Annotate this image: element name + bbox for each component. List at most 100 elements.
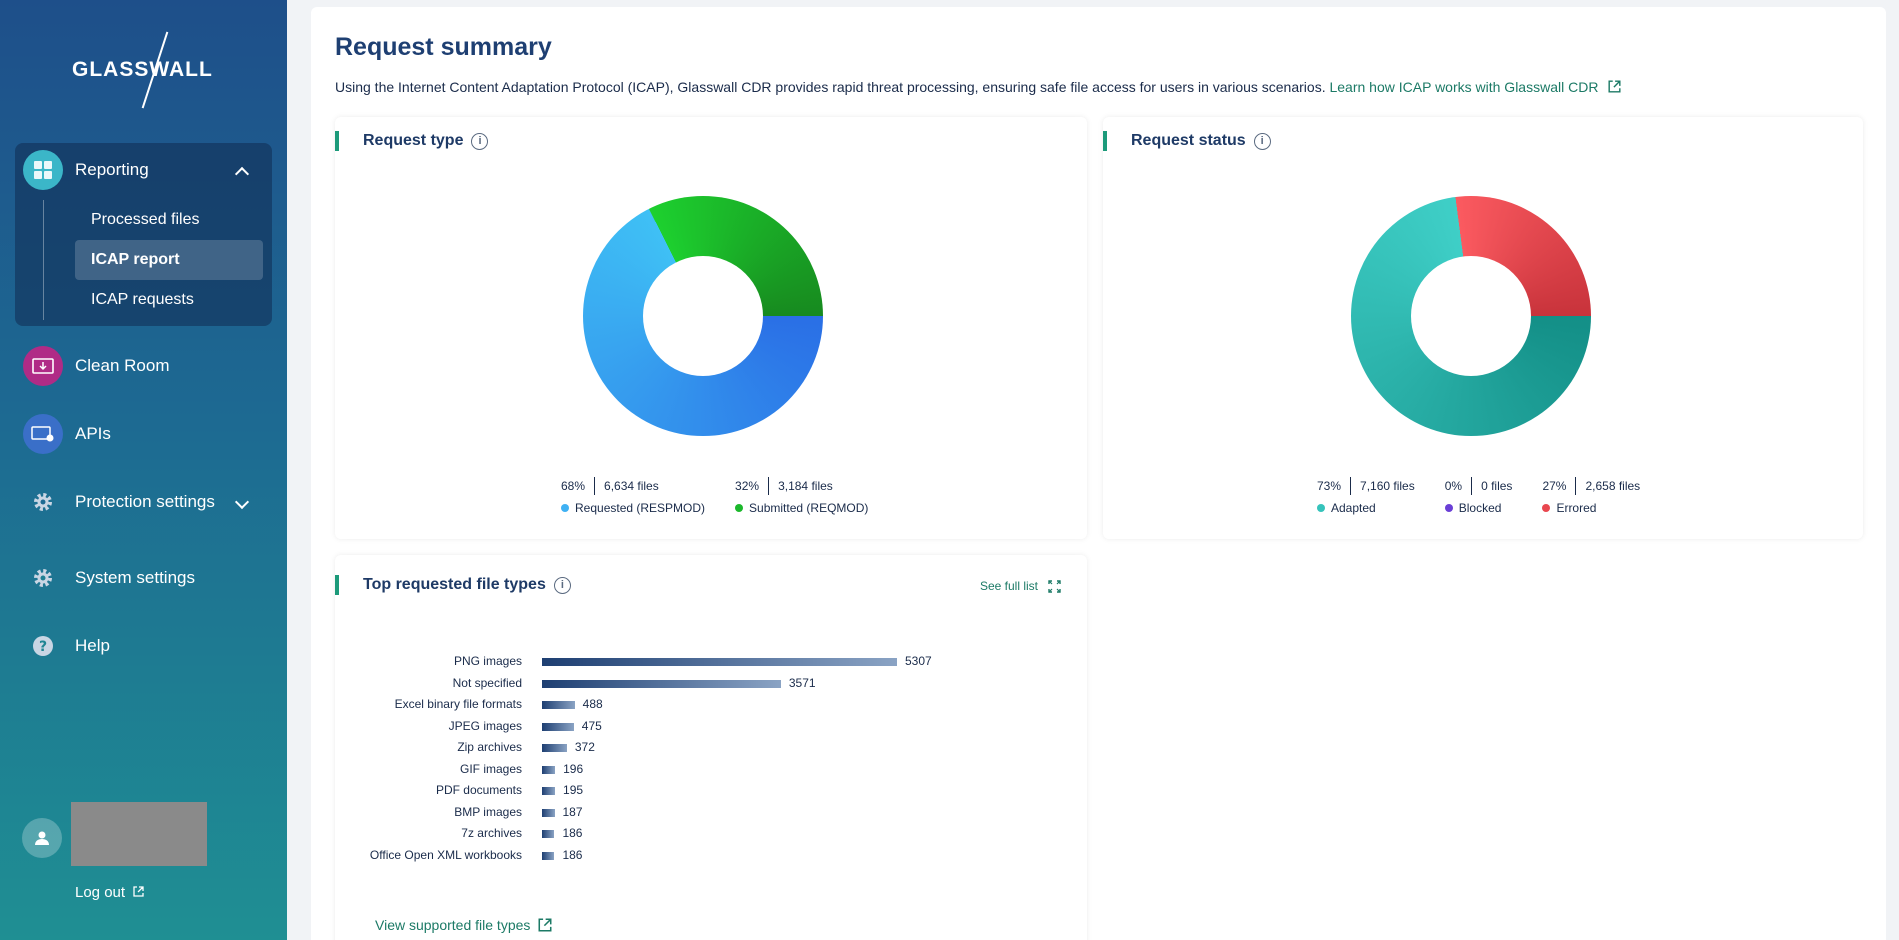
bar-value: 187	[562, 804, 583, 819]
bar-value: 3571	[788, 675, 816, 690]
bar-row: 7z archives 186	[335, 825, 985, 843]
legend-divider	[768, 477, 770, 495]
bar	[542, 765, 556, 774]
legend-percent: 68%	[561, 479, 586, 493]
bar	[542, 851, 555, 860]
nav-reporting-label: Reporting	[75, 160, 149, 179]
legend-dot	[561, 504, 569, 512]
intro-text: Using the Internet Content Adaptation Pr…	[335, 79, 1621, 95]
legend-dot	[1317, 504, 1325, 512]
bar-label: Zip archives	[457, 740, 522, 754]
info-icon[interactable]: i	[1253, 132, 1271, 150]
request-type-donut	[583, 196, 823, 436]
request-status-card: Request status i 73% 7,160 files Adapted 0%…	[1103, 117, 1863, 539]
gear-icon	[23, 482, 63, 522]
nav-protection-settings[interactable]: Protection settings	[0, 482, 215, 522]
bar-row: Office Open XML workbooks 186	[335, 847, 985, 865]
nav-reporting[interactable]: Reporting	[0, 150, 149, 190]
request-type-title-label: Request type	[363, 132, 464, 149]
bar-row: PDF documents 195	[335, 782, 985, 800]
main-content: Request summary Using the Internet Conte…	[311, 7, 1886, 940]
request-status-legend: 73% 7,160 files Adapted 0% 0 files Blocked 27%…	[1317, 477, 1640, 515]
sidebar-item-processed-files[interactable]: Processed files	[91, 211, 200, 228]
sidebar-item-icap-requests[interactable]: ICAP requests	[91, 291, 194, 308]
bar-value: 372	[574, 740, 595, 754]
legend-count: 7,160 files	[1360, 479, 1415, 493]
request-status-legend-item: 73% 7,160 files Adapted	[1317, 477, 1415, 515]
bar-label: JPEG images	[448, 718, 522, 733]
chevron-down-icon[interactable]	[234, 494, 250, 510]
external-link-icon	[538, 918, 552, 932]
bar	[542, 679, 781, 688]
request-type-legend-item: 32% 3,184 files Submitted (REQMOD)	[735, 477, 868, 515]
bar	[542, 701, 575, 709]
request-status-donut	[1351, 196, 1591, 436]
legend-percent: 32%	[735, 479, 760, 493]
info-icon[interactable]: i	[553, 576, 571, 594]
top-file-types-card: Top requested file types i See full list…	[335, 555, 1087, 940]
gear-icon	[23, 558, 63, 598]
bar-row: GIF images 196	[335, 761, 985, 779]
legend-dot	[1542, 504, 1551, 512]
legend-label: Submitted (REQMOD)	[749, 501, 869, 515]
legend-divider	[1350, 477, 1352, 495]
bar-row: Not specified 3571	[335, 675, 985, 693]
bar-label: 7z archives	[461, 826, 522, 840]
bar-row: Zip archives 372	[335, 739, 985, 757]
legend-count: 6,634 files	[604, 479, 659, 493]
legend-dot	[1444, 504, 1453, 512]
legend-count: 0 files	[1481, 479, 1513, 493]
nav-system-settings[interactable]: System settings	[0, 558, 195, 598]
legend-divider	[594, 477, 596, 495]
learn-icap-link[interactable]: Learn how ICAP works with Glasswall CDR	[1329, 79, 1621, 95]
nav-apis-label: APIs	[75, 424, 111, 443]
nav-clean-room[interactable]: Clean Room	[0, 346, 170, 386]
bar-value: 196	[563, 761, 584, 776]
view-supported-file-types-link[interactable]: View supported file types	[375, 917, 552, 933]
nav-help-label: Help	[75, 636, 110, 655]
request-type-title: Request type i	[335, 131, 489, 151]
avatar[interactable]	[22, 818, 62, 858]
expand-icon	[1048, 579, 1061, 593]
bar	[542, 722, 574, 731]
bar	[542, 787, 556, 795]
legend-label: Errored	[1556, 501, 1597, 515]
legend-percent: 73%	[1317, 479, 1342, 493]
bar-row: PNG images 5307	[335, 653, 985, 671]
nav-system-settings-label: System settings	[75, 568, 195, 587]
legend-divider	[1575, 477, 1577, 495]
glasswall-logo[interactable]: GLASSWALL	[70, 28, 220, 112]
logout-label: Log out	[75, 884, 126, 901]
bar-value: 5307	[905, 654, 932, 668]
legend-dot	[735, 504, 744, 512]
logout-link[interactable]: Log out	[75, 884, 144, 901]
bar	[542, 744, 567, 752]
svg-text:?: ?	[39, 639, 47, 655]
request-status-title-label: Request status	[1131, 132, 1246, 149]
bar-row: Excel binary file formats 488	[335, 696, 985, 714]
nav-apis[interactable]: APIs	[0, 414, 111, 454]
user-info-redacted	[71, 802, 207, 866]
donut-hole	[643, 256, 763, 376]
legend-label: Adapted	[1331, 501, 1376, 515]
nav-help[interactable]: ? Help	[0, 626, 110, 666]
sidebar-item-icap-report[interactable]: ICAP report	[75, 240, 263, 280]
external-link-icon	[133, 884, 144, 901]
intro-description: Using the Internet Content Adaptation Pr…	[335, 79, 1330, 95]
bar-value: 195	[563, 783, 584, 797]
bar-label: GIF images	[459, 761, 522, 776]
info-icon[interactable]: i	[471, 132, 489, 150]
see-full-list-link[interactable]: See full list	[980, 579, 1061, 593]
top-file-types-title-label: Top requested file types	[363, 576, 546, 593]
request-status-legend-item: 27% 2,658 files Errored	[1542, 477, 1640, 515]
page-title: Request summary	[335, 33, 552, 61]
bar	[542, 658, 897, 666]
bar-row: JPEG images 475	[335, 718, 985, 736]
bar-label: Not specified	[452, 675, 522, 690]
legend-count: 3,184 files	[778, 479, 833, 493]
top-file-types-title: Top requested file types i	[335, 575, 571, 595]
legend-divider	[1471, 477, 1473, 495]
bar-label: PDF documents	[435, 783, 522, 797]
legend-label: Requested (RESPMOD)	[575, 501, 706, 515]
view-supported-label: View supported file types	[375, 917, 531, 933]
